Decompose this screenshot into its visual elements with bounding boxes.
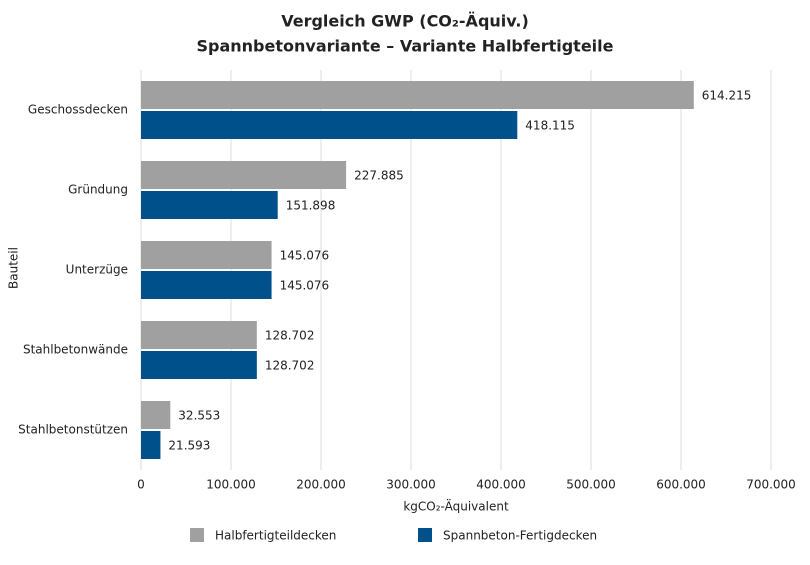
chart-subtitle: Spannbetonvariante – Variante Halbfertig…: [197, 37, 614, 56]
data-label: 614.215: [702, 89, 752, 103]
y-tick-label: Geschossdecken: [28, 103, 128, 117]
legend-label: Spannbeton-Fertigdecken: [443, 529, 597, 543]
y-tick-label: Gründung: [68, 183, 128, 197]
bar: [141, 351, 257, 379]
chart-title: Vergleich GWP (CO₂-Äquiv.): [281, 12, 529, 31]
x-tick-label: 700.000: [746, 478, 796, 492]
x-tick-label: 600.000: [656, 478, 706, 492]
data-label: 145.076: [280, 279, 330, 293]
data-label: 128.702: [265, 359, 315, 373]
x-tick-label: 0: [137, 478, 145, 492]
y-axis-label: Bauteil: [7, 247, 21, 289]
data-label: 151.898: [286, 199, 336, 213]
data-label: 21.593: [168, 439, 210, 453]
x-tick-label: 100.000: [206, 478, 256, 492]
legend-swatch: [190, 528, 204, 542]
bar: [141, 191, 278, 219]
bar: [141, 431, 161, 459]
x-tick-label: 400.000: [476, 478, 526, 492]
y-tick-label: Unterzüge: [66, 263, 128, 277]
bar: [141, 321, 257, 349]
bar: [141, 401, 171, 429]
legend-label: Halbfertigteildecken: [215, 529, 336, 543]
data-label: 145.076: [280, 249, 330, 263]
data-label: 128.702: [265, 329, 315, 343]
data-label: 418.115: [525, 119, 575, 133]
bar: [141, 111, 518, 139]
x-tick-label: 200.000: [296, 478, 346, 492]
bar: [141, 241, 272, 269]
data-label: 227.885: [354, 169, 404, 183]
bar: [141, 81, 694, 109]
y-tick-label: Stahlbetonstützen: [18, 423, 128, 437]
x-axis-label: kgCO₂-Äquivalent: [403, 499, 509, 514]
bar: [141, 271, 272, 299]
y-tick-label: Stahlbetonwände: [23, 343, 128, 357]
data-label: 32.553: [178, 409, 220, 423]
x-tick-label: 500.000: [566, 478, 616, 492]
legend-swatch: [418, 528, 432, 542]
bar: [141, 161, 347, 189]
x-tick-label: 300.000: [386, 478, 436, 492]
